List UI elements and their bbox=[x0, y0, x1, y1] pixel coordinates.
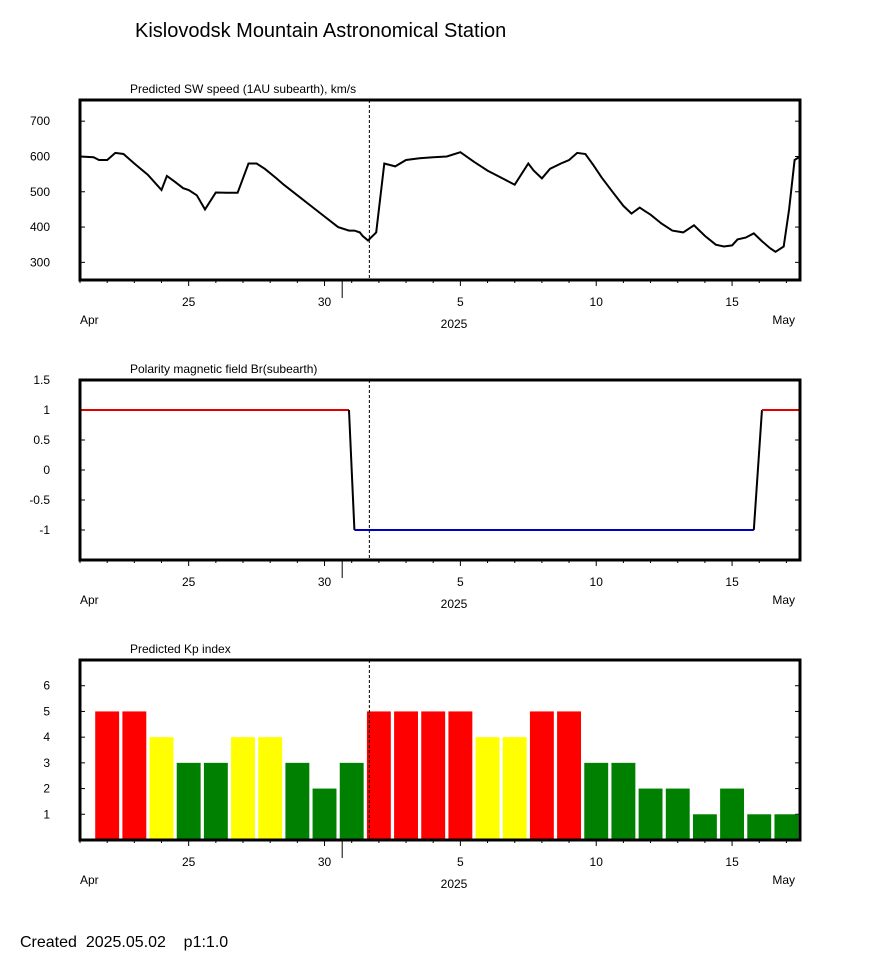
x-tick-label: 25 bbox=[182, 295, 196, 309]
y-tick-label: 400 bbox=[30, 220, 50, 234]
kp-bar bbox=[720, 788, 745, 840]
y-tick-label: 300 bbox=[30, 255, 50, 269]
plot-frame bbox=[78, 378, 802, 562]
sw-speed-line bbox=[79, 151, 801, 253]
y-tick-label: 1 bbox=[43, 807, 50, 821]
x-tick-label: 30 bbox=[318, 575, 332, 589]
panel-title: Polarity magnetic field Br(subearth) bbox=[130, 362, 317, 376]
kp-bar bbox=[421, 711, 446, 840]
kp-bar bbox=[692, 814, 717, 840]
y-tick-label: 5 bbox=[43, 704, 50, 718]
kp-bar bbox=[557, 711, 582, 840]
kp-bar bbox=[774, 814, 799, 840]
y-tick-label: 500 bbox=[30, 185, 50, 199]
kp-bar bbox=[339, 762, 364, 840]
x-tick-label: 5 bbox=[457, 575, 464, 589]
x-tick-label: 25 bbox=[182, 855, 196, 869]
y-tick-label: 1.5 bbox=[33, 373, 50, 387]
y-tick-label: 700 bbox=[30, 114, 50, 128]
y-tick-label: 6 bbox=[43, 679, 50, 693]
polarity-segment bbox=[752, 409, 763, 531]
y-tick-label: 0 bbox=[43, 463, 50, 477]
kp-bar bbox=[203, 762, 228, 840]
kp-bar bbox=[611, 762, 636, 840]
y-tick-label: 600 bbox=[30, 149, 50, 163]
x-tick-label: 25 bbox=[182, 575, 196, 589]
x-tick-label: 10 bbox=[590, 855, 604, 869]
y-tick-label: 2 bbox=[43, 782, 50, 796]
x-tick-label: 15 bbox=[725, 575, 739, 589]
kp-bar bbox=[176, 762, 201, 840]
y-tick-label: 0.5 bbox=[33, 433, 50, 447]
month-label-apr: Apr bbox=[80, 873, 99, 887]
polarity-segment bbox=[347, 409, 356, 531]
x-tick-label: 30 bbox=[318, 295, 332, 309]
month-label-may: May bbox=[772, 313, 795, 327]
page-title: Kislovodsk Mountain Astronomical Station bbox=[135, 20, 507, 42]
kp-bar bbox=[394, 711, 418, 840]
kp-index-panel: Predicted Kp index 1 2 3 4 5 6 25 30 5 10 15 Apr 2025… bbox=[43, 642, 802, 891]
kp-bar bbox=[747, 814, 772, 840]
y-tick-label: 1 bbox=[43, 403, 50, 417]
sw-speed-panel: Predicted SW speed (1AU subearth), km/s 3… bbox=[30, 82, 802, 331]
y-tick-label: -1 bbox=[39, 523, 50, 537]
kp-bar bbox=[149, 737, 174, 840]
month-label-apr: Apr bbox=[80, 313, 99, 327]
kp-bar bbox=[448, 711, 473, 840]
kp-bar bbox=[285, 762, 310, 840]
kp-bar bbox=[638, 788, 663, 840]
x-tick-label: 30 bbox=[318, 855, 332, 869]
kp-bar bbox=[312, 788, 337, 840]
polarity-panel: Polarity magnetic field Br(subearth) 1.5 1… bbox=[29, 362, 802, 611]
y-tick-label: 4 bbox=[43, 730, 50, 744]
kp-bar bbox=[122, 711, 147, 840]
kp-bar bbox=[529, 711, 554, 840]
kp-bar bbox=[502, 737, 527, 840]
year-label: 2025 bbox=[441, 877, 468, 891]
month-label-may: May bbox=[772, 593, 795, 607]
month-label-may: May bbox=[772, 873, 795, 887]
kp-bar bbox=[665, 788, 690, 840]
kp-bar bbox=[231, 737, 255, 840]
y-tick-label: 3 bbox=[43, 756, 50, 770]
kp-bar bbox=[366, 711, 391, 840]
kp-bar bbox=[475, 737, 500, 840]
x-tick-label: 5 bbox=[457, 295, 464, 309]
x-tick-label: 15 bbox=[725, 295, 739, 309]
y-tick-label: -0.5 bbox=[29, 493, 50, 507]
x-tick-label: 5 bbox=[457, 855, 464, 869]
month-label-apr: Apr bbox=[80, 593, 99, 607]
kp-bar bbox=[95, 711, 120, 840]
created-footer: Created 2025.05.02 p1:1.0 bbox=[20, 934, 229, 951]
plot-frame bbox=[78, 98, 802, 282]
kp-bar bbox=[258, 737, 283, 840]
panel-title: Predicted Kp index bbox=[130, 642, 231, 656]
x-tick-label: 10 bbox=[590, 575, 604, 589]
panel-title: Predicted SW speed (1AU subearth), km/s bbox=[130, 82, 356, 96]
year-label: 2025 bbox=[441, 597, 468, 611]
year-label: 2025 bbox=[441, 317, 468, 331]
x-tick-label: 10 bbox=[590, 295, 604, 309]
x-tick-label: 15 bbox=[725, 855, 739, 869]
kp-bar bbox=[584, 762, 609, 840]
plot-frame bbox=[78, 658, 802, 842]
